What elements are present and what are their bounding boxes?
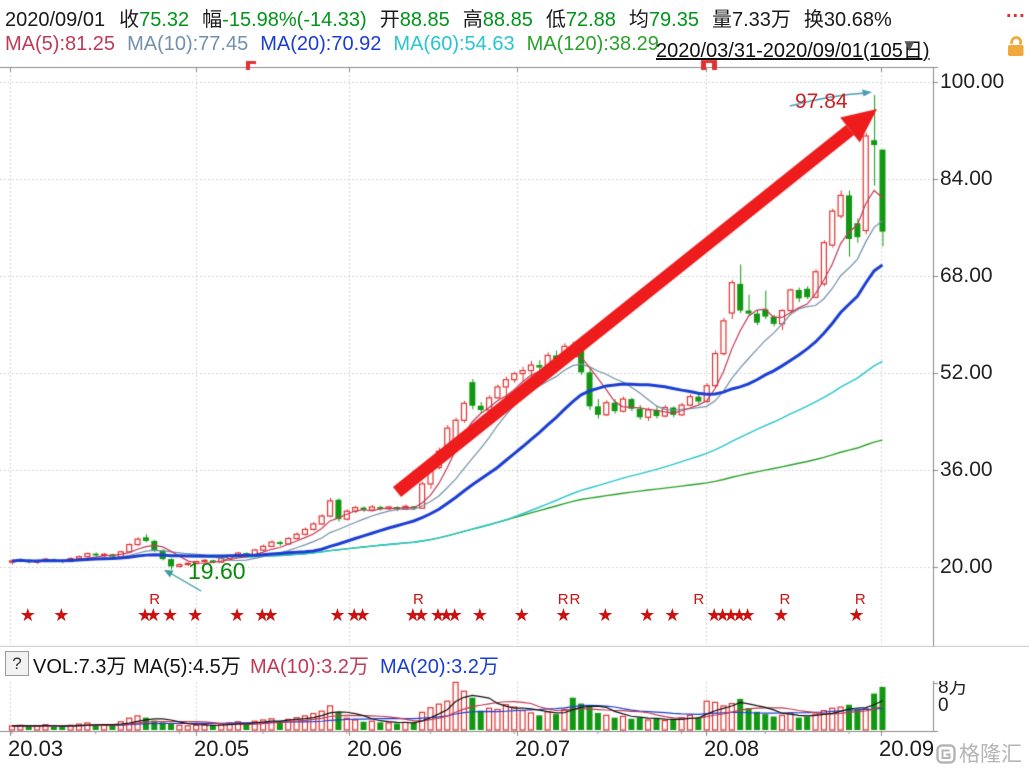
r-marker: R bbox=[854, 591, 866, 608]
signal-star: ★ bbox=[597, 605, 614, 625]
signal-star: ★ bbox=[162, 605, 179, 625]
r-marker: R bbox=[149, 591, 161, 608]
signal-star: ★ bbox=[329, 605, 346, 625]
price-axis-label: 52.00 bbox=[940, 361, 993, 384]
signal-star: ★ bbox=[773, 605, 790, 625]
quote-field: 量7.33万 bbox=[711, 9, 791, 31]
price-axis-label: 20.00 bbox=[940, 555, 993, 578]
signal-star: ★ bbox=[438, 605, 455, 625]
ma-legend-item: MA(10):77.45 bbox=[127, 33, 249, 55]
time-axis-label: 20.03 bbox=[8, 736, 64, 761]
signal-star: ★ bbox=[413, 605, 430, 625]
signal-star: ★ bbox=[136, 605, 154, 625]
signal-star: ★ bbox=[187, 605, 204, 625]
low-annotation: 19.60 bbox=[188, 558, 246, 584]
signal-star: ★ bbox=[739, 605, 756, 625]
ma-legend-item: MA(20):70.92 bbox=[260, 33, 382, 55]
signal-star: ★ bbox=[262, 605, 279, 625]
volume-axis-label: 0 bbox=[938, 695, 949, 716]
date-range-selector[interactable]: 2020/03/31-2020/09/01(105日) bbox=[656, 40, 930, 62]
ma-legend-item: MA(120):38.29 bbox=[526, 33, 659, 55]
more-button[interactable]: ... bbox=[1006, 0, 1026, 22]
signal-star: ★ bbox=[145, 605, 162, 625]
time-axis-label: 20.05 bbox=[194, 736, 250, 761]
price-axis-label: 84.00 bbox=[940, 167, 993, 190]
signal-star: ★ bbox=[446, 605, 463, 625]
signal-star: ★ bbox=[555, 605, 572, 625]
quote-field: 收75.32 bbox=[119, 9, 190, 31]
help-button[interactable]: ? bbox=[5, 651, 29, 676]
signal-star: ★ bbox=[429, 605, 446, 625]
quote-summary-bar: 2020/09/01 收75.32 幅-15.98%(-14.33) 开88.85 高8… bbox=[5, 3, 905, 31]
time-axis-label: 20.06 bbox=[347, 736, 403, 761]
signal-star: ★ bbox=[404, 605, 421, 625]
signal-star: ★ bbox=[664, 605, 681, 625]
r-marker: R bbox=[569, 591, 581, 608]
chevron-down-icon[interactable]: ▼ bbox=[901, 36, 918, 55]
signal-star: ★ bbox=[53, 605, 70, 625]
signal-star: ★ bbox=[639, 605, 656, 625]
r-marker: R bbox=[693, 591, 705, 608]
ma-legend-bar: MA(5):81.25 MA(10):77.45 MA(20):70.92 MA(60… bbox=[5, 33, 671, 58]
quote-field: 高88.85 bbox=[462, 9, 533, 31]
quote-field: 幅-15.98%(-14.33) bbox=[202, 9, 367, 31]
signal-star: ★ bbox=[471, 605, 488, 625]
watermark-text: 格隆汇 bbox=[959, 743, 1022, 766]
volume-ma5-label: MA(5):4.5万 bbox=[133, 656, 241, 678]
price-axis-label: 100.00 bbox=[940, 70, 1005, 93]
signal-star: ★ bbox=[722, 605, 739, 625]
r-marker: R bbox=[412, 591, 424, 608]
price-axis-label: 36.00 bbox=[940, 458, 993, 481]
signal-star: ★ bbox=[848, 605, 865, 625]
signal-star: ★ bbox=[254, 605, 271, 625]
volume-label: VOL:7.3万 bbox=[33, 656, 127, 678]
signal-star: ★ bbox=[706, 605, 723, 625]
signal-star: ★ bbox=[19, 605, 36, 625]
signal-star: ★ bbox=[731, 605, 748, 625]
high-annotation: 97.84 bbox=[795, 90, 848, 113]
volume-axis-label: 8万 bbox=[938, 677, 968, 698]
quote-date: 2020/09/01 bbox=[5, 9, 106, 31]
time-axis-label: 20.07 bbox=[515, 736, 571, 761]
ma-legend-item: MA(60):54.63 bbox=[393, 33, 515, 55]
volume-ma20-label: MA(20):3.2万 bbox=[380, 656, 499, 678]
quote-field: 开88.85 bbox=[379, 9, 450, 31]
gelonghui-logo-icon bbox=[936, 744, 956, 770]
volume-ma10-label: MA(10):3.2万 bbox=[250, 656, 369, 678]
volume-header: ? VOL:7.3万 MA(5):4.5万 MA(10):3.2万 MA(20)… bbox=[0, 647, 1029, 681]
price-axis-label: 68.00 bbox=[940, 264, 993, 287]
signal-star: ★ bbox=[354, 605, 371, 625]
time-axis-label: 20.09 bbox=[879, 736, 935, 761]
time-axis-label: 20.08 bbox=[704, 736, 760, 761]
signal-star: ★ bbox=[513, 605, 530, 625]
watermark: 格隆汇 bbox=[936, 738, 1022, 770]
r-marker: R bbox=[557, 591, 569, 608]
quote-field: 低72.88 bbox=[545, 9, 616, 31]
signal-star: ★ bbox=[228, 605, 246, 625]
ma-legend-item: MA(5):81.25 bbox=[5, 33, 116, 55]
quote-field: 换30.68% bbox=[803, 9, 892, 31]
unlocked-padlock-icon[interactable] bbox=[1005, 35, 1026, 63]
quote-field: 均79.35 bbox=[628, 9, 699, 31]
signal-star: ★ bbox=[714, 605, 731, 625]
r-marker: R bbox=[779, 591, 791, 608]
signal-star: ★ bbox=[346, 605, 363, 625]
